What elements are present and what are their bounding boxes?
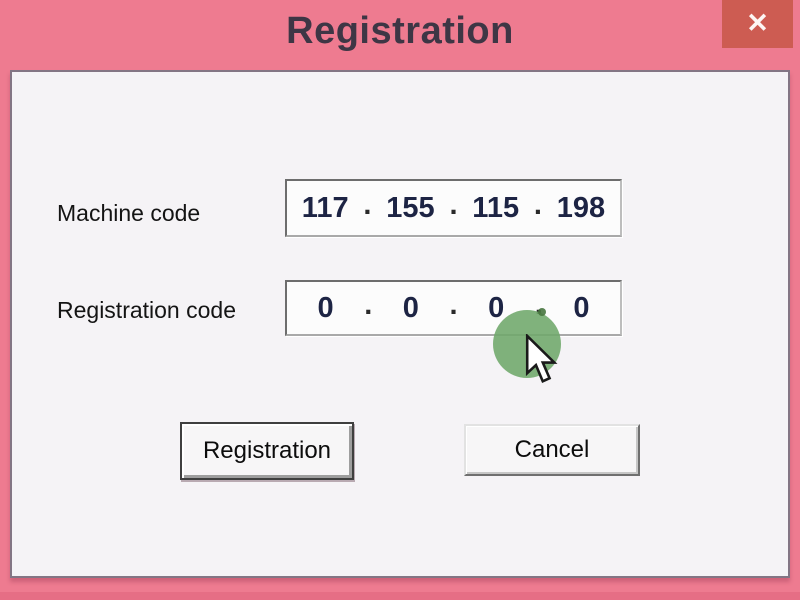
registration-dialog: Machine code 117 . 155 . 115 . 198 Regis… (10, 70, 790, 578)
cancel-button-label: Cancel (514, 436, 590, 463)
dot-separator: . (363, 188, 372, 221)
titlebar[interactable]: Registration ✕ (0, 0, 800, 70)
registration-code-octet-2: 0 (402, 291, 419, 324)
machine-code-octet-4: 198 (556, 191, 606, 224)
cancel-button[interactable]: Cancel (464, 424, 640, 476)
registration-button[interactable]: Registration (180, 422, 354, 480)
machine-code-label: Machine code (57, 200, 201, 226)
registration-code-octet-4: 0 (573, 291, 590, 324)
close-button[interactable]: ✕ (722, 0, 793, 48)
registration-code-octet-3: 0 (488, 291, 505, 324)
dot-separator: . (534, 288, 543, 321)
close-icon: ✕ (746, 7, 769, 38)
dot-separator: . (449, 188, 458, 221)
dot-separator: . (449, 288, 458, 321)
machine-code-octet-1: 117 (301, 191, 349, 224)
machine-code-input[interactable]: 117 . 155 . 115 . 198 (285, 179, 622, 237)
machine-code-octet-3: 115 (472, 191, 520, 224)
dot-separator: . (364, 288, 373, 321)
registration-code-label: Registration code (57, 297, 236, 323)
bottom-edge-strip (0, 592, 800, 600)
window-title: Registration (286, 9, 514, 52)
machine-code-octet-2: 155 (386, 191, 435, 224)
registration-code-octet-1: 0 (317, 291, 334, 324)
registration-code-input[interactable]: 0 . 0 . 0 . 0 (285, 280, 622, 336)
dot-separator: . (533, 188, 542, 221)
registration-button-label: Registration (202, 437, 332, 464)
